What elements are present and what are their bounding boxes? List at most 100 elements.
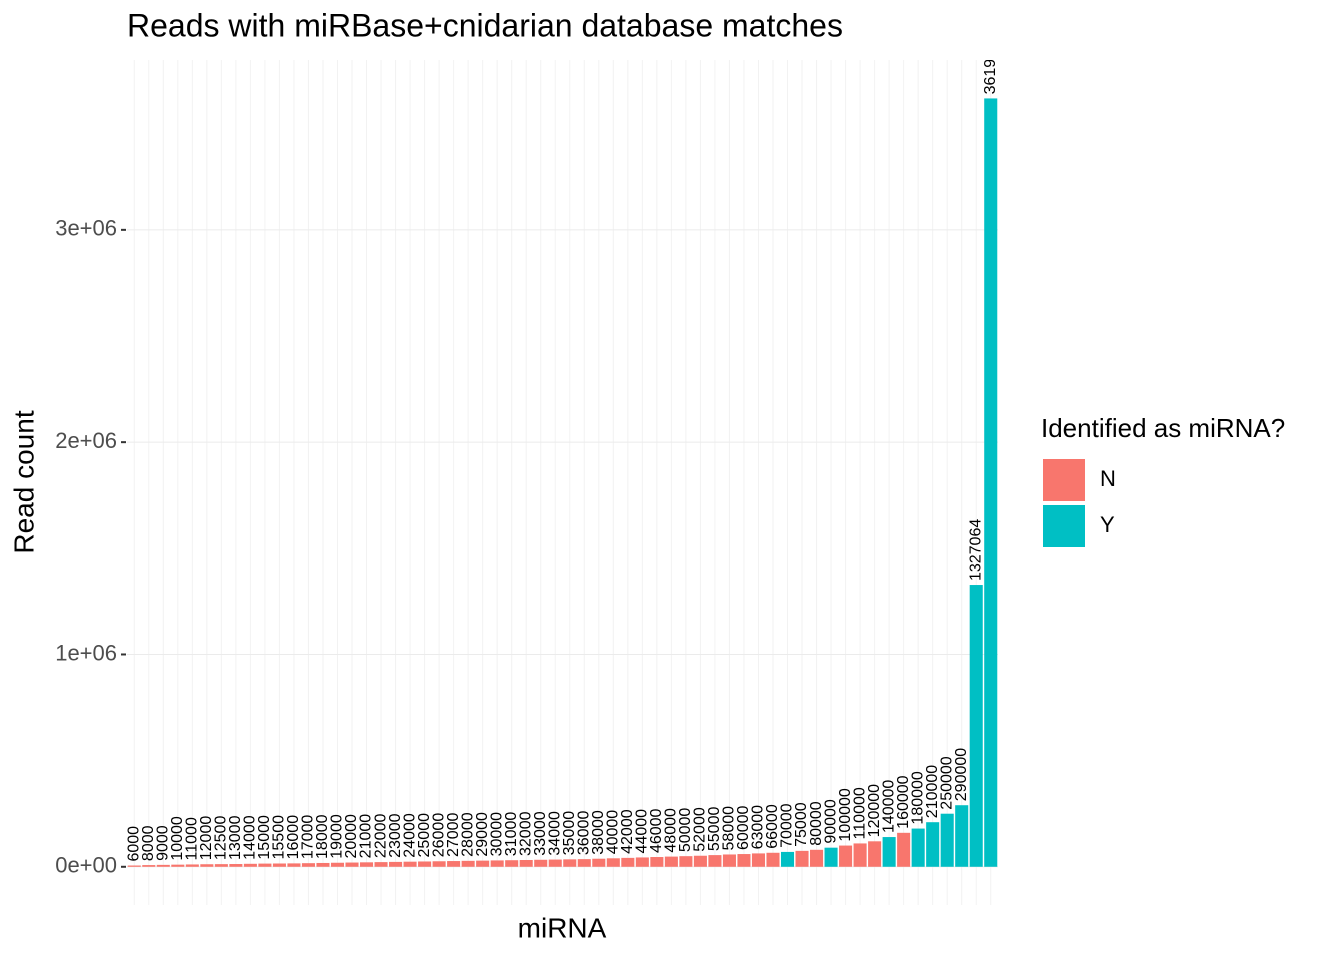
value-label: 13000 [227, 815, 244, 860]
bar [984, 98, 998, 867]
bar [955, 805, 969, 867]
value-label: 14000 [242, 815, 259, 860]
value-label: 6000 [125, 826, 142, 862]
bar [751, 853, 766, 867]
legend-key [1041, 457, 1087, 503]
bar [359, 862, 374, 867]
value-label: 12000 [198, 816, 215, 861]
value-label: 90000 [822, 799, 839, 844]
value-label: 48000 [663, 808, 680, 853]
value-label: 19000 [329, 814, 346, 859]
bar [461, 860, 475, 867]
value-label: 33000 [532, 811, 549, 856]
bar [301, 863, 315, 867]
value-label: 26000 [430, 813, 447, 858]
value-label: 140000 [880, 780, 897, 833]
bar [316, 862, 330, 867]
bar [374, 862, 388, 867]
value-label: 27000 [445, 812, 462, 857]
bar [156, 864, 170, 867]
value-label: 50000 [677, 808, 694, 853]
bar [548, 859, 562, 867]
value-label: 52000 [692, 807, 709, 852]
bar [214, 864, 228, 867]
value-label: 290000 [953, 748, 970, 801]
value-label: 75000 [793, 802, 810, 847]
value-label: 160000 [895, 775, 912, 828]
bar [287, 863, 301, 867]
value-label: 30000 [488, 812, 505, 857]
bar [824, 847, 838, 867]
value-label: 9000 [155, 825, 172, 861]
bar [766, 852, 780, 867]
value-label: 44000 [634, 809, 651, 854]
bar [476, 860, 490, 867]
bar [418, 861, 432, 867]
bar [621, 857, 635, 867]
value-label: 24000 [401, 813, 418, 858]
bar [679, 856, 693, 867]
legend-title: Identified as miRNA? [1041, 413, 1285, 443]
bar [693, 855, 707, 867]
value-label: 20000 [343, 814, 360, 859]
x-axis-label: miRNA [518, 912, 607, 943]
value-label: 15000 [256, 815, 273, 860]
bar [229, 864, 243, 867]
value-label: 66000 [764, 804, 781, 849]
bar [839, 845, 853, 867]
bar [534, 859, 548, 867]
bar [200, 864, 214, 867]
value-label: 12500 [213, 816, 230, 861]
value-label: 1327064 [967, 519, 984, 581]
bar [722, 854, 736, 867]
bar [664, 856, 678, 867]
value-label: 22000 [372, 814, 389, 859]
value-label: 250000 [938, 756, 955, 809]
bar [272, 863, 286, 867]
value-label: 210000 [924, 765, 941, 818]
value-label: 58000 [721, 806, 738, 851]
value-label: 60000 [735, 805, 752, 850]
bar [185, 864, 199, 867]
bar [403, 861, 417, 867]
bar [882, 837, 896, 867]
value-label: 23000 [387, 813, 404, 858]
bar [969, 585, 983, 867]
y-tick-label: 2e+06 [55, 428, 117, 453]
value-label: 16000 [285, 815, 302, 860]
value-label: 3619000 [982, 32, 999, 94]
bar [243, 863, 257, 867]
value-label: 70000 [779, 803, 796, 848]
value-label: 80000 [808, 801, 825, 846]
value-label: 17000 [300, 815, 317, 860]
bar [432, 861, 446, 867]
value-label: 110000 [851, 787, 868, 839]
value-label: 18000 [314, 814, 331, 859]
bar [577, 859, 591, 867]
legend-label: Y [1100, 512, 1115, 537]
value-label: 15500 [271, 815, 288, 860]
bar [911, 828, 925, 867]
bar [708, 855, 722, 867]
value-label: 35000 [561, 811, 578, 856]
bar [330, 862, 345, 867]
bar [780, 851, 795, 867]
value-label: 31000 [503, 812, 520, 857]
value-label: 29000 [474, 812, 491, 857]
bar [389, 861, 403, 867]
bar [940, 813, 954, 867]
bar [810, 849, 824, 867]
value-label: 55000 [706, 807, 723, 852]
y-axis-label: Read count [8, 410, 39, 553]
y-tick-label: 0e+00 [55, 853, 117, 878]
y-tick-label: 1e+06 [55, 640, 117, 665]
bar [171, 864, 185, 867]
value-label: 63000 [750, 805, 767, 850]
bar [142, 865, 156, 867]
bar [447, 861, 461, 867]
bar [926, 822, 940, 867]
bar [519, 859, 533, 867]
legend-key [1041, 503, 1087, 549]
bar [592, 858, 606, 867]
